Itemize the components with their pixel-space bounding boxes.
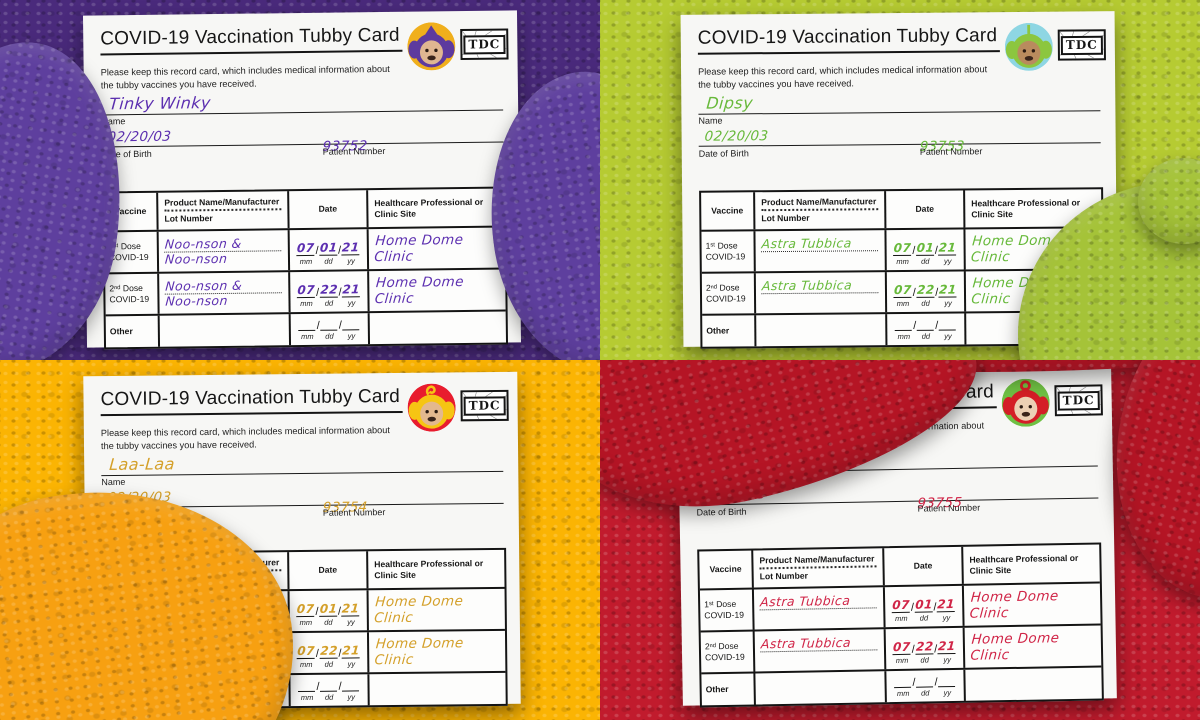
dose1-product-line2 [760,608,878,624]
quadrant-dipsy: COVID-19 Vaccination Tubby Card [600,0,1200,360]
dose2-sub: COVID-19 [109,293,150,305]
quadrant-laa-laa: COVID-19 Vaccination Tubby Card [0,360,600,720]
dose2-row: 2ⁿᵈ Dose COVID-19 Noo-nson & Noo-nson 07… [105,269,506,317]
dose1-product-line2: Noo-nson [164,250,228,267]
dose2-yy: 21 [342,282,361,298]
tdc-badge: TDC [1054,384,1103,417]
product-header: Product Name/Manufacturer [164,196,280,208]
other-dd [320,316,339,331]
card-intro: Please keep this record card, which incl… [101,424,441,453]
dose1-product-line1: Noo-nson & [164,235,283,253]
table-header-row: Vaccine Product Name/Manufacturer Lot Nu… [104,188,505,233]
dose1-clinic: Home Dome Clinic [373,593,464,627]
title-underline [100,49,403,56]
clinic-header-1: Healthcare Professional or [374,196,484,208]
lot-number-header: Lot Number [164,213,213,224]
dose1-product-line2 [761,251,879,266]
dob-value: 02/20/03 [703,128,770,145]
other-mm [298,316,317,332]
dose1-product-line1: Astra Tubbica [760,235,880,252]
dose2-clinic: Home Dome Clinic [969,630,1060,664]
patient-number-label: Patient Number [322,145,386,157]
dose2-clinic: Home Dome Clinic [373,635,465,669]
dob-label: Date of Birth [696,506,747,518]
dose2-mm: 07 [297,282,316,299]
name-value: Laa-Laa [108,454,176,474]
quadrant-tinky-winky: COVID-19 Vaccination Tubby Card [0,0,600,360]
badge-label: TDC [463,395,506,416]
dose1-yy: 21 [341,240,361,256]
dipsy-face-icon [1004,22,1053,71]
dose1-row: 1ˢᵗ Dose COVID-19 Astra Tubbica 07 mm / 0… [699,583,1101,633]
title-underline [697,50,1000,55]
tdc-badge: TDC [460,389,509,422]
dose2-product-line1: Astra Tubbica [761,277,880,294]
vaccination-card-tinky-winky: COVID-19 Vaccination Tubby Card [82,10,522,350]
date-header: Date [318,203,338,214]
badge-label: TDC [1057,390,1100,411]
tdc-badge: TDC [460,28,509,61]
name-value: Dipsy [705,93,754,113]
dob-value: 02/20/03 [106,128,172,146]
patient-number-label: Patient Number [322,506,386,518]
other-row: Other mm / dd / yy [105,312,506,348]
patient-number-label: Patient Number [917,502,981,514]
header-dotted-line [761,208,879,212]
dose1-dd: 01 [319,240,338,256]
dose2-row: 2ⁿᵈ Dose COVID-19 Astra Tubbica 07 mm / 2… [700,625,1102,675]
name-value: Tinky Winky [108,92,212,114]
id-row: 02/20/03 93752 Date of Birth Patient Num… [101,124,504,159]
dose1-clinic: Home Dome Clinic [373,232,464,266]
dose2-clinic: Home Dome Clinic [374,274,465,308]
card-intro: Please keep this record card, which incl… [101,62,441,92]
vaccination-card-dipsy: COVID-19 Vaccination Tubby Card [680,11,1118,349]
other-label: Other [109,326,133,337]
dose1-mm: 07 [296,240,316,257]
other-yy [342,316,361,331]
tinky-winky-face-icon [407,22,456,71]
laa-laa-face-icon [407,383,456,432]
po-face-icon [1001,378,1050,427]
dob-label: Date of Birth [698,148,749,159]
dose1-product-line1: Astra Tubbica [759,592,878,610]
badge-label: TDC [1060,35,1103,55]
badge-label: TDC [463,34,506,55]
header-dotted-line [164,208,282,212]
dose1-row: 1ˢᵗ Dose COVID-19 Noo-nson & Noo-nson 07… [104,227,506,275]
vaccine-table: Vaccine Product Name/Manufacturer Lot Nu… [697,542,1104,708]
intro-line-2: the tubby vaccines you have received. [100,439,257,451]
dose2-dd: 22 [319,282,339,298]
id-row: 02/20/03 93753 Date of Birth Patient Num… [698,124,1101,159]
dose2-product-line2 [761,650,879,666]
dose1-sub: COVID-19 [108,251,149,263]
tdc-badge: TDC [1057,29,1106,61]
dose1-clinic: Home Dome Clinic [969,588,1060,622]
dose2-label: 2ⁿᵈ Dose [109,283,143,294]
intro-line-2: the tubby vaccines you have received. [698,78,854,90]
dose2-product-line1: Noo-nson & [164,277,283,295]
card-intro: Please keep this record card, which incl… [698,63,1038,92]
dose2-product-line2: Noo-nson [164,292,229,309]
table-header-row: Vaccine Product Name/Manufacturer Lot Nu… [701,189,1102,232]
vaccination-card-laa-laa: COVID-19 Vaccination Tubby Card [83,371,521,711]
vaccine-table: Vaccine Product Name/Manufacturer Lot Nu… [102,186,509,350]
dose2-product-line1: Astra Tubbica [760,634,879,652]
name-label: Name [698,115,723,126]
patient-number-label: Patient Number [919,146,983,157]
clinic-header-2: Clinic Site [374,208,417,219]
quadrant-po: COVID-19 Vaccination Tubby Card [600,360,1200,720]
other-row: Other mm / dd / yy [701,667,1101,706]
vaccination-card-po: COVID-19 Vaccination Tubby Card [677,366,1117,708]
title-underline [100,410,403,417]
dose2-product-line2 [762,293,880,308]
